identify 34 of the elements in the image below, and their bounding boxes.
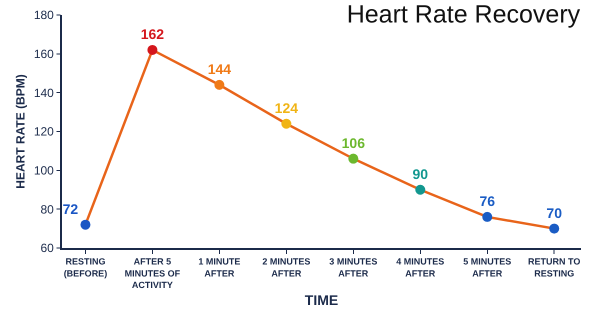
y-axis-title: HEART RATE (BPM) — [14, 74, 28, 189]
x-tick-label: RETURN TO RESTING — [528, 256, 580, 278]
point — [549, 224, 560, 234]
x-tick-label: AFTER 5 MINUTES OF ACTIVITY — [124, 256, 181, 290]
y-tick-label: 160 — [34, 47, 54, 62]
point — [80, 220, 90, 230]
x-tick-label: 3 MINUTES AFTER — [329, 256, 378, 278]
data-label: 162 — [140, 26, 164, 42]
data-label: 70 — [546, 204, 562, 221]
data-label: 72 — [62, 200, 78, 217]
y-tick-label: 120 — [34, 124, 54, 139]
data-label: 144 — [208, 61, 232, 78]
y-tick-label: 140 — [34, 86, 54, 100]
chart-title: Heart Rate Recovery — [346, 0, 581, 28]
point — [147, 44, 158, 55]
point — [482, 212, 492, 222]
data-label: 124 — [274, 100, 298, 116]
point — [214, 80, 224, 90]
point — [415, 184, 426, 195]
x-tick-label: 1 MINUTE AFTER — [198, 256, 240, 278]
data-label: 76 — [479, 193, 496, 210]
data-label: 90 — [412, 166, 428, 182]
y-tick-label: 60 — [40, 241, 54, 256]
x-tick-label: RESTING (BEFORE) — [64, 256, 108, 278]
point — [281, 118, 292, 129]
x-axis-title: TIME — [304, 292, 338, 308]
point — [348, 154, 358, 164]
x-tick-label: 4 MINUTES AFTER — [396, 256, 444, 278]
x-tick-label: 2 MINUTES AFTER — [262, 256, 310, 278]
y-tick-label: 180 — [34, 8, 54, 22]
x-tick-label: 5 MINUTES AFTER — [463, 256, 512, 278]
data-label: 106 — [342, 134, 366, 151]
y-tick-label: 80 — [40, 202, 54, 216]
y-tick-label: 100 — [34, 164, 54, 178]
